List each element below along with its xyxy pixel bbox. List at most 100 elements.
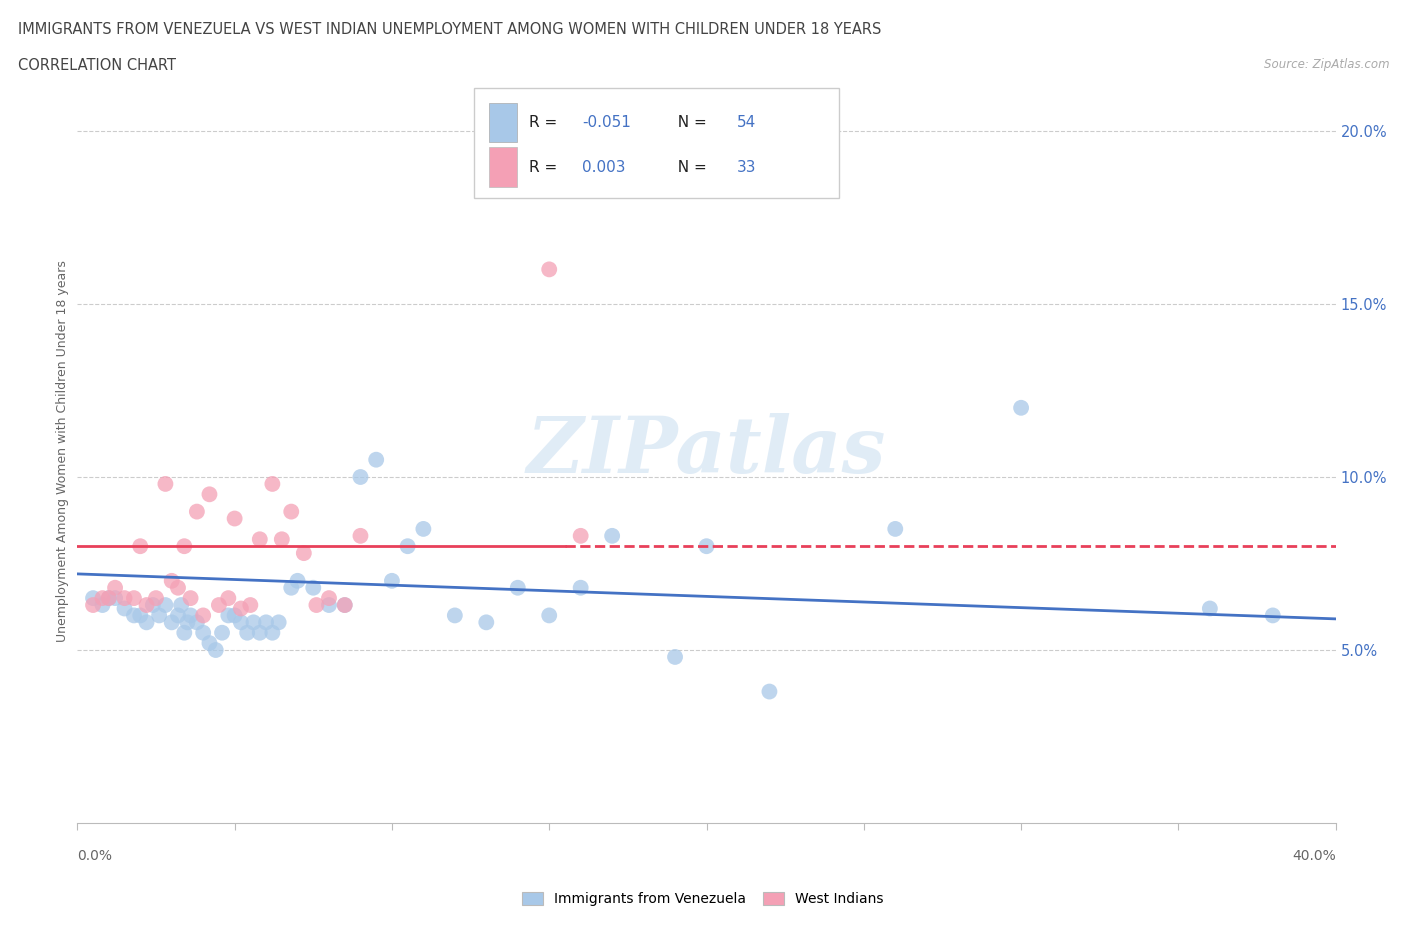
- Text: 40.0%: 40.0%: [1292, 849, 1336, 863]
- Point: [396, 538, 419, 553]
- Point: [333, 598, 356, 613]
- Point: [180, 591, 202, 605]
- Point: [224, 608, 246, 623]
- Point: [155, 598, 177, 613]
- Point: [569, 580, 592, 595]
- Point: [1261, 608, 1284, 623]
- Point: [229, 615, 252, 630]
- Point: [412, 522, 434, 537]
- Point: [305, 598, 328, 613]
- Point: [506, 580, 529, 595]
- Point: [173, 625, 195, 640]
- Point: [302, 580, 325, 595]
- Text: R =: R =: [529, 115, 562, 130]
- Point: [160, 615, 183, 630]
- Point: [186, 504, 208, 519]
- Point: [292, 546, 315, 561]
- Point: [1010, 400, 1032, 415]
- FancyBboxPatch shape: [489, 148, 516, 187]
- Point: [91, 591, 114, 605]
- Point: [191, 608, 215, 623]
- Point: [122, 591, 145, 605]
- Text: N =: N =: [668, 160, 711, 175]
- Point: [262, 625, 284, 640]
- Point: [217, 591, 239, 605]
- Point: [208, 598, 231, 613]
- Point: [444, 608, 467, 623]
- Point: [191, 625, 215, 640]
- Point: [198, 636, 221, 651]
- Point: [267, 615, 290, 630]
- Point: [287, 574, 309, 589]
- Point: [600, 528, 623, 543]
- Point: [173, 538, 195, 553]
- Point: [1198, 601, 1220, 616]
- Point: [239, 598, 262, 613]
- Point: [104, 580, 127, 595]
- Point: [82, 591, 104, 605]
- Y-axis label: Unemployment Among Women with Children Under 18 years: Unemployment Among Women with Children U…: [56, 260, 69, 642]
- Point: [167, 608, 190, 623]
- Point: [167, 580, 190, 595]
- Point: [176, 615, 198, 630]
- Point: [204, 643, 226, 658]
- Point: [569, 528, 592, 543]
- Point: [349, 528, 371, 543]
- Point: [249, 625, 271, 640]
- Point: [249, 532, 271, 547]
- Point: [254, 615, 277, 630]
- Point: [129, 608, 152, 623]
- Point: [318, 598, 340, 613]
- Point: [242, 615, 264, 630]
- Point: [91, 598, 114, 613]
- Point: [280, 580, 302, 595]
- Point: [236, 625, 259, 640]
- FancyBboxPatch shape: [474, 88, 838, 198]
- Text: Source: ZipAtlas.com: Source: ZipAtlas.com: [1264, 58, 1389, 71]
- Text: N =: N =: [668, 115, 711, 130]
- Point: [381, 574, 404, 589]
- Point: [145, 591, 167, 605]
- Point: [198, 487, 221, 502]
- Point: [664, 649, 686, 664]
- Point: [318, 591, 340, 605]
- Point: [224, 512, 246, 526]
- Text: 54: 54: [737, 115, 756, 130]
- Point: [333, 598, 356, 613]
- Point: [884, 522, 907, 537]
- Point: [366, 452, 388, 467]
- Point: [135, 598, 157, 613]
- Point: [349, 470, 371, 485]
- Point: [97, 591, 120, 605]
- Text: IMMIGRANTS FROM VENEZUELA VS WEST INDIAN UNEMPLOYMENT AMONG WOMEN WITH CHILDREN : IMMIGRANTS FROM VENEZUELA VS WEST INDIAN…: [18, 22, 882, 37]
- Point: [186, 615, 208, 630]
- Point: [538, 608, 561, 623]
- Text: CORRELATION CHART: CORRELATION CHART: [18, 58, 176, 73]
- Point: [114, 601, 136, 616]
- Text: 0.003: 0.003: [582, 160, 626, 175]
- Point: [122, 608, 145, 623]
- Point: [280, 504, 302, 519]
- Point: [155, 476, 177, 491]
- Point: [229, 601, 252, 616]
- Legend: Immigrants from Venezuela, West Indians: Immigrants from Venezuela, West Indians: [517, 887, 889, 912]
- Point: [180, 608, 202, 623]
- Point: [475, 615, 498, 630]
- Point: [104, 591, 127, 605]
- Point: [170, 598, 193, 613]
- Point: [129, 538, 152, 553]
- Point: [135, 615, 157, 630]
- Text: -0.051: -0.051: [582, 115, 631, 130]
- Point: [696, 538, 718, 553]
- Point: [538, 262, 561, 277]
- Point: [148, 608, 170, 623]
- Text: 0.0%: 0.0%: [77, 849, 112, 863]
- Text: ZIPatlas: ZIPatlas: [527, 413, 886, 489]
- Point: [270, 532, 292, 547]
- Point: [262, 476, 284, 491]
- Point: [211, 625, 233, 640]
- Text: R =: R =: [529, 160, 562, 175]
- Point: [114, 591, 136, 605]
- Text: 33: 33: [737, 160, 756, 175]
- Point: [758, 684, 780, 699]
